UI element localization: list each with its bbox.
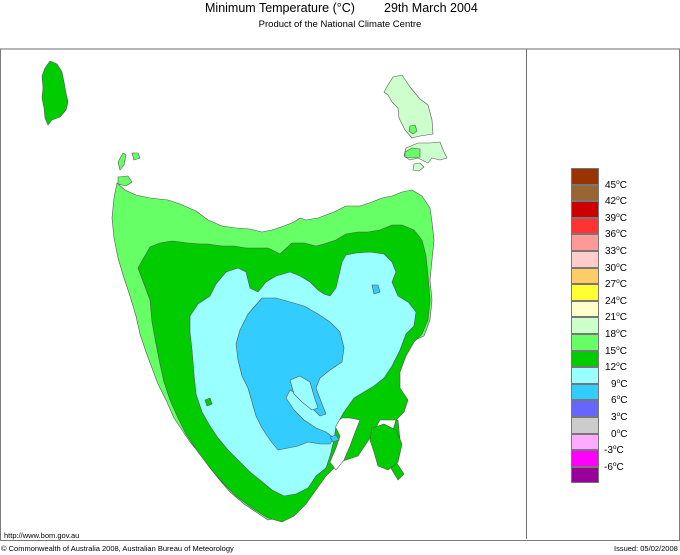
map-subtitle: Product of the National Climate Centre bbox=[258, 19, 422, 30]
legend-label: 6oC bbox=[611, 394, 628, 407]
legend-colorbar bbox=[571, 168, 599, 484]
legend-box bbox=[571, 333, 599, 351]
legend-box bbox=[571, 466, 599, 484]
legend-box bbox=[571, 400, 599, 417]
legend-box bbox=[571, 317, 599, 334]
header: Minimum Temperature (°C) 29th March 2004 bbox=[0, 0, 680, 18]
legend-box bbox=[571, 300, 599, 318]
tasman-peninsula bbox=[369, 423, 403, 471]
legend-label: 45oC bbox=[605, 178, 627, 191]
legend-box bbox=[571, 416, 599, 434]
legend-label: 42oC bbox=[605, 195, 627, 208]
legend-label: 12oC bbox=[605, 361, 627, 374]
legend-box bbox=[571, 250, 599, 268]
map-title: Minimum Temperature (°C) bbox=[205, 1, 355, 15]
legend-label: 15oC bbox=[605, 344, 627, 357]
footer-issued-date: Issued: 05/02/2008 bbox=[614, 544, 678, 553]
legend-label: 30oC bbox=[605, 261, 627, 274]
flinders-island-inner bbox=[408, 124, 418, 135]
legend-label: 9oC bbox=[611, 377, 628, 390]
tas-band-6-9 bbox=[235, 297, 345, 451]
legend-box bbox=[571, 217, 599, 235]
small-blue-spot-s bbox=[329, 434, 340, 443]
legend-label: 27oC bbox=[605, 278, 627, 291]
legend-label: -3oC bbox=[604, 444, 624, 457]
legend-label: -6oC bbox=[604, 460, 624, 473]
legend-label: 21oC bbox=[605, 311, 627, 324]
legend-box bbox=[571, 168, 599, 185]
legend-box bbox=[571, 350, 599, 368]
legend-label: 0oC bbox=[611, 427, 628, 440]
legend-label: 18oC bbox=[605, 328, 627, 340]
legend-box bbox=[571, 184, 599, 202]
legend-label: 39oC bbox=[605, 211, 627, 224]
small-blue-spot-ne bbox=[371, 284, 381, 295]
legend-label: 36oC bbox=[605, 228, 627, 241]
clarke-island bbox=[412, 162, 425, 172]
legend-label: 33oC bbox=[605, 245, 627, 257]
footer-url: http://www.bom.gov.au bbox=[4, 531, 80, 540]
three-hummock-island bbox=[131, 152, 141, 161]
legend-box bbox=[571, 267, 599, 285]
legend-box bbox=[571, 433, 599, 451]
robbins-island bbox=[117, 152, 127, 171]
legend-box bbox=[571, 201, 599, 218]
legend-box bbox=[571, 234, 599, 251]
legend-box bbox=[571, 367, 599, 384]
map-date: 29th March 2004 bbox=[384, 1, 478, 15]
central-pocket bbox=[289, 375, 319, 411]
legend-box bbox=[571, 383, 599, 401]
king-island bbox=[41, 60, 69, 126]
legend-box bbox=[571, 284, 599, 301]
cape-barren-inner bbox=[404, 147, 421, 159]
derwent-estuary bbox=[329, 417, 361, 471]
hunter-island bbox=[117, 175, 133, 187]
footer-copyright: © Commonwealth of Australia 2008, Austra… bbox=[1, 544, 234, 553]
small-green-spot-w bbox=[204, 397, 213, 407]
legend-divider bbox=[526, 49, 527, 539]
flinders-island bbox=[383, 74, 434, 139]
legend-box bbox=[571, 450, 599, 467]
legend-label: 24oC bbox=[605, 294, 627, 307]
legend-label: 3oC bbox=[611, 411, 628, 423]
